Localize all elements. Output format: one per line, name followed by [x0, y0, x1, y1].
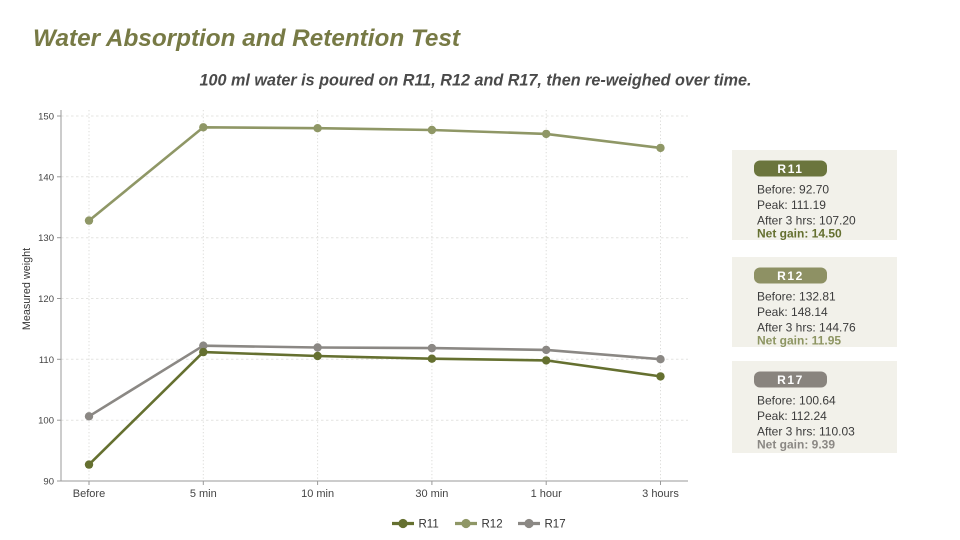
svg-text:100: 100	[38, 416, 54, 427]
svg-text:Peak: 111.19: Peak: 111.19	[757, 198, 826, 212]
svg-text:Net gain: 11.95: Net gain: 11.95	[757, 334, 841, 348]
svg-text:R17: R17	[777, 373, 804, 387]
svg-text:Before: Before	[73, 488, 105, 500]
svg-text:Peak: 148.14: Peak: 148.14	[757, 305, 828, 319]
svg-text:Measured weight: Measured weight	[21, 248, 33, 330]
svg-text:130: 130	[38, 233, 54, 244]
svg-text:After 3 hrs: 110.03: After 3 hrs: 110.03	[757, 425, 855, 439]
svg-text:Water Absorption and Retention: Water Absorption and Retention Test	[33, 25, 461, 52]
svg-text:150: 150	[38, 112, 54, 123]
svg-text:R17: R17	[545, 519, 566, 531]
svg-text:120: 120	[38, 294, 54, 305]
svg-text:R11: R11	[777, 162, 803, 176]
svg-text:30 min: 30 min	[415, 488, 448, 500]
svg-text:Before: 132.81: Before: 132.81	[757, 290, 836, 304]
svg-text:100 ml water is poured on R11,: 100 ml water is poured on R11, R12 and R…	[199, 72, 751, 90]
svg-text:10 min: 10 min	[301, 488, 334, 500]
svg-text:Before: 92.70: Before: 92.70	[757, 183, 829, 197]
svg-text:Before: 100.64: Before: 100.64	[757, 394, 836, 408]
svg-text:R12: R12	[482, 519, 503, 531]
svg-text:3 hours: 3 hours	[642, 488, 679, 500]
svg-text:Net gain: 9.39: Net gain: 9.39	[757, 438, 835, 452]
svg-text:5 min: 5 min	[190, 488, 217, 500]
svg-text:90: 90	[43, 477, 54, 488]
svg-text:After 3 hrs: 107.20: After 3 hrs: 107.20	[757, 214, 856, 228]
svg-text:1 hour: 1 hour	[531, 488, 563, 500]
svg-text:110: 110	[39, 355, 54, 366]
svg-text:140: 140	[38, 172, 54, 183]
svg-text:Peak: 112.24: Peak: 112.24	[757, 409, 827, 423]
svg-text:R12: R12	[777, 269, 804, 283]
svg-text:Net gain: 14.50: Net gain: 14.50	[757, 227, 842, 241]
svg-text:After 3 hrs: 144.76: After 3 hrs: 144.76	[757, 321, 856, 335]
svg-text:R11: R11	[419, 519, 439, 531]
